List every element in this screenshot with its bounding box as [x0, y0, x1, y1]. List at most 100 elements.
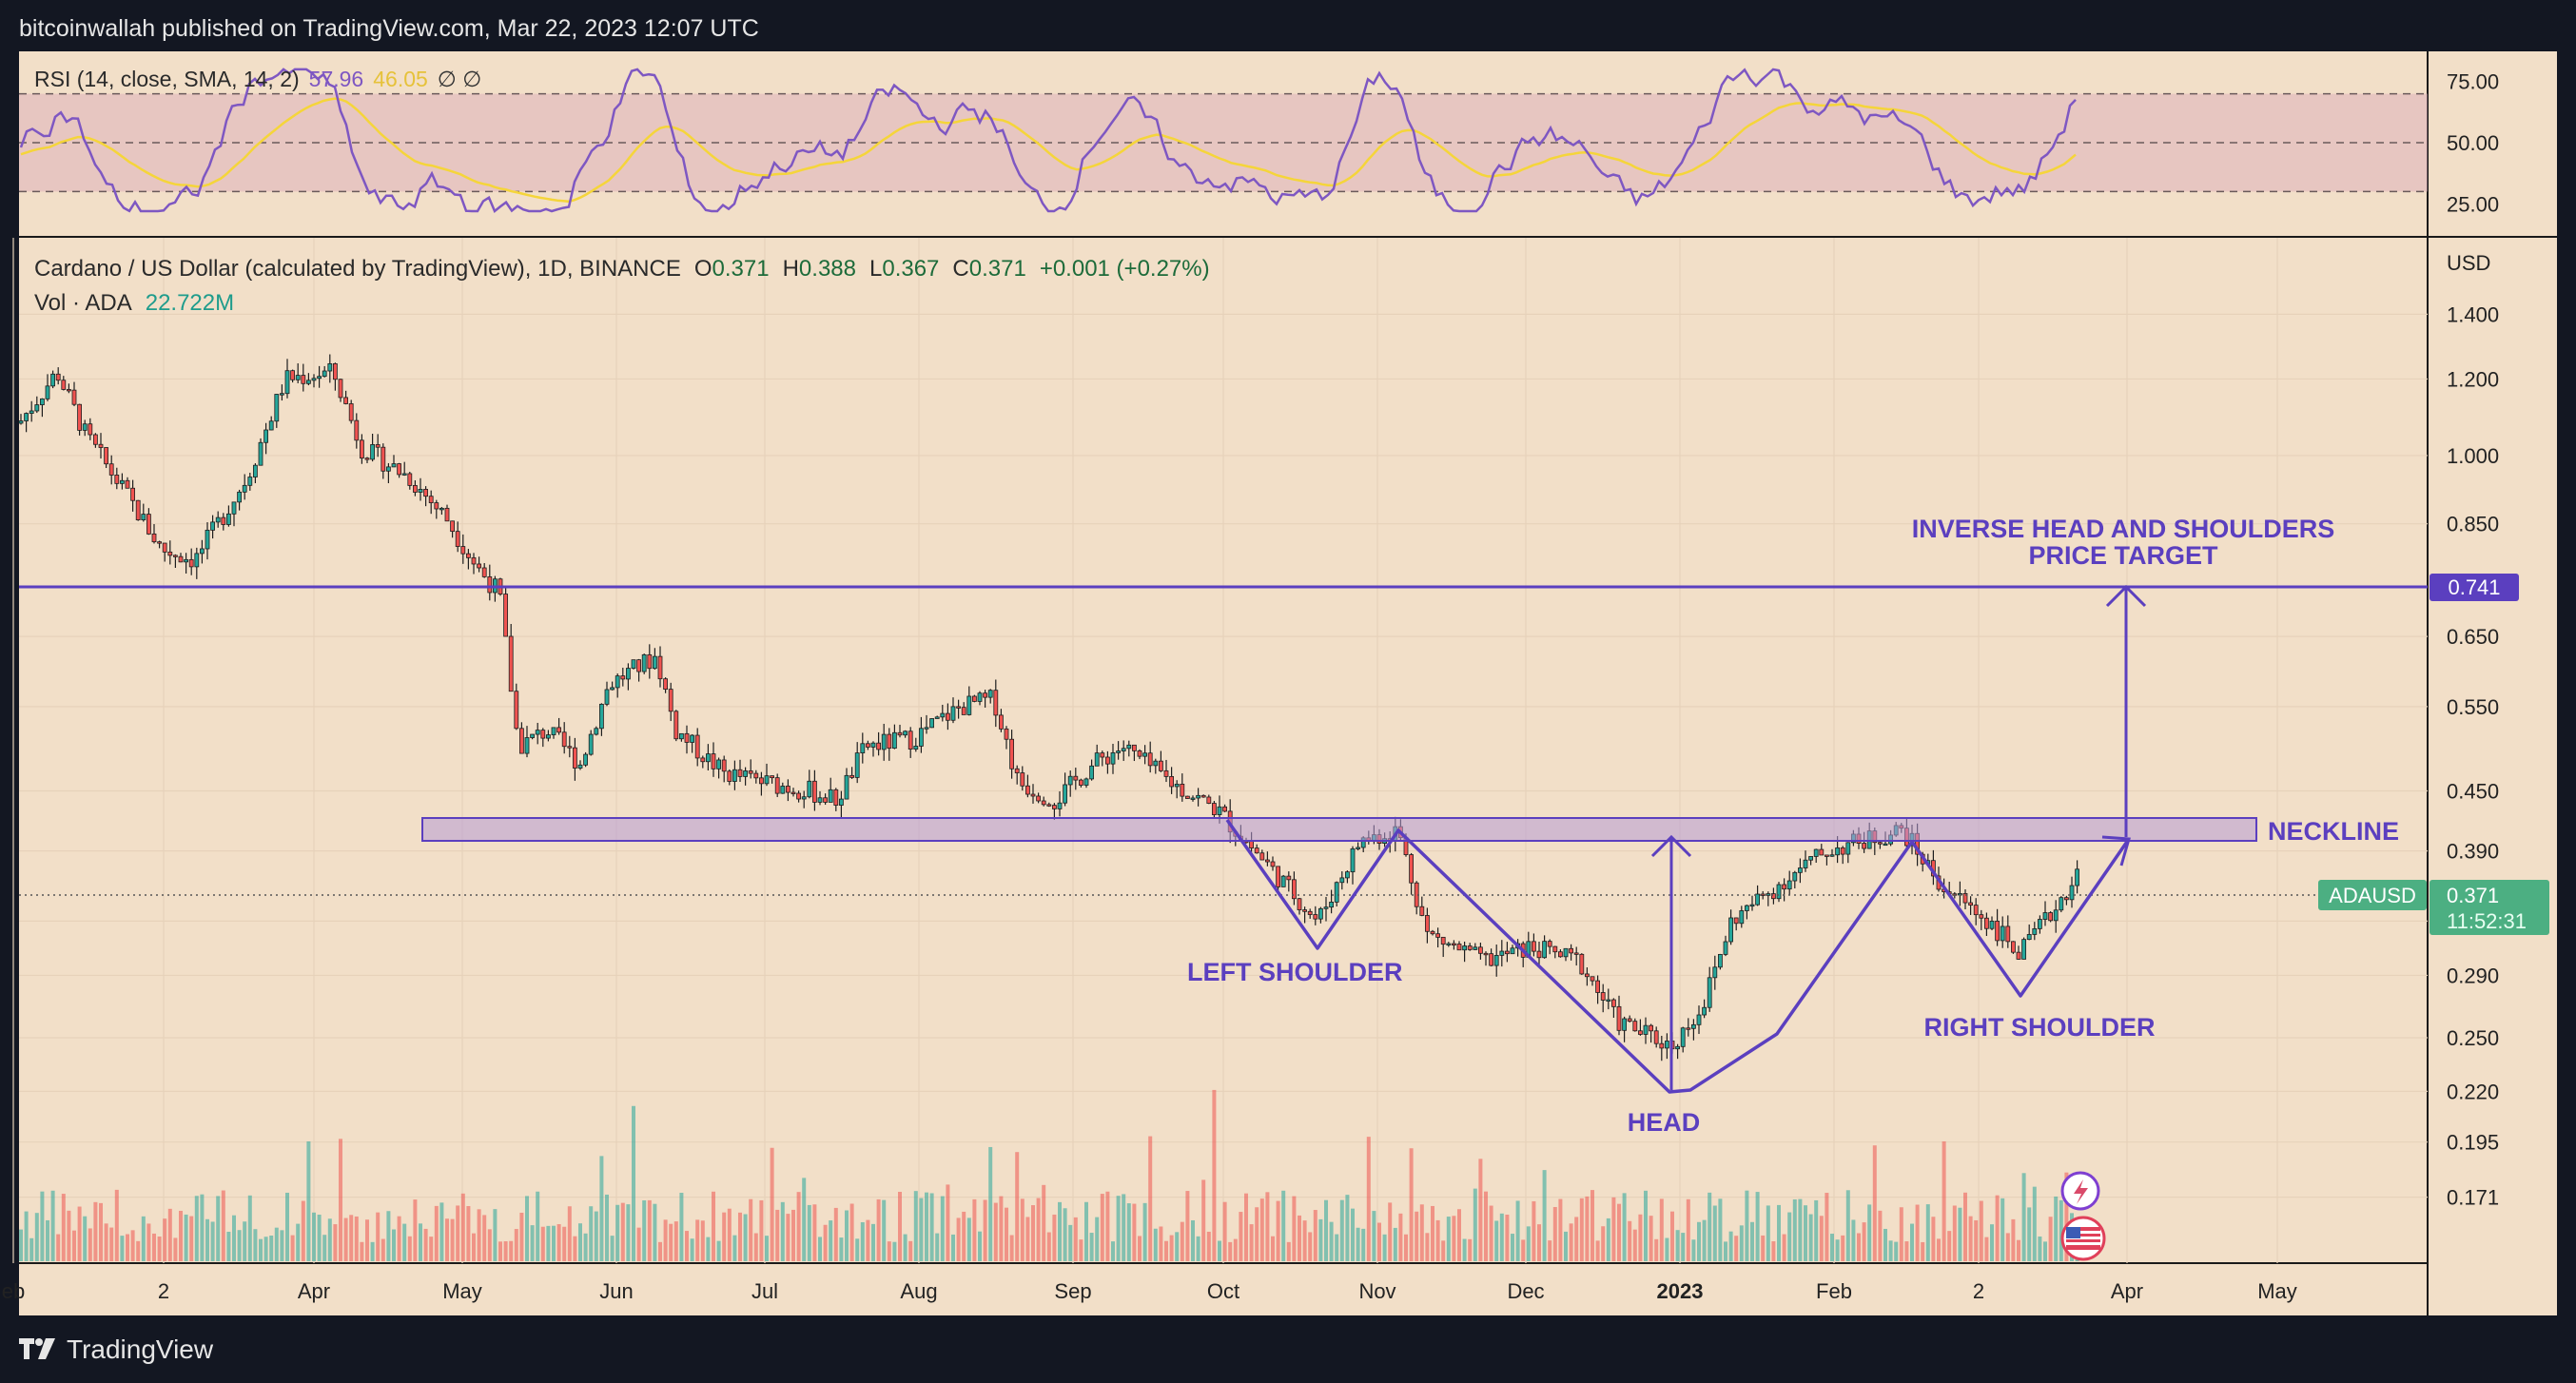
- candle-body[interactable]: [924, 727, 929, 730]
- candle-body[interactable]: [1489, 953, 1493, 966]
- candle-body[interactable]: [653, 655, 657, 670]
- candle-body[interactable]: [817, 797, 823, 803]
- candle-body[interactable]: [1845, 842, 1851, 855]
- candle-body[interactable]: [1329, 901, 1334, 908]
- candle-body[interactable]: [460, 546, 466, 555]
- candle-body[interactable]: [780, 786, 786, 794]
- candle-body[interactable]: [508, 635, 514, 692]
- candle-body[interactable]: [1862, 843, 1866, 849]
- candle-body[interactable]: [1585, 973, 1590, 978]
- candle-body[interactable]: [1968, 902, 1974, 906]
- candle-body[interactable]: [1180, 783, 1185, 797]
- candle-body[interactable]: [753, 772, 759, 779]
- candle-body[interactable]: [913, 746, 919, 750]
- candle-body[interactable]: [1547, 941, 1552, 947]
- candle-body[interactable]: [327, 362, 333, 372]
- candle-body[interactable]: [1739, 910, 1745, 925]
- candle-body[interactable]: [141, 514, 146, 520]
- candle-body[interactable]: [561, 731, 567, 748]
- candle-body[interactable]: [1499, 950, 1505, 956]
- candle-body[interactable]: [530, 733, 535, 738]
- candle-body[interactable]: [1505, 950, 1510, 955]
- candle-body[interactable]: [876, 742, 881, 750]
- candle-body[interactable]: [268, 420, 274, 431]
- candle-body[interactable]: [1638, 1030, 1643, 1035]
- candle-body[interactable]: [162, 542, 167, 553]
- candle-body[interactable]: [157, 541, 163, 544]
- candle-body[interactable]: [1536, 950, 1542, 959]
- candle-body[interactable]: [1569, 947, 1573, 954]
- candle-body[interactable]: [903, 730, 907, 736]
- candle-body[interactable]: [1659, 1042, 1665, 1049]
- candle-body[interactable]: [796, 792, 801, 800]
- candle-body[interactable]: [481, 567, 487, 577]
- candle-body[interactable]: [1573, 952, 1579, 955]
- candle-body[interactable]: [1542, 941, 1547, 959]
- candle-body[interactable]: [919, 728, 924, 747]
- candle-body[interactable]: [1222, 806, 1227, 812]
- candle-body[interactable]: [812, 780, 817, 803]
- candle-body[interactable]: [375, 444, 381, 448]
- candle-body[interactable]: [1696, 1014, 1702, 1025]
- candle-body[interactable]: [887, 733, 892, 749]
- candle-body[interactable]: [359, 439, 364, 459]
- candle-body[interactable]: [178, 555, 184, 563]
- candle-body[interactable]: [860, 743, 866, 754]
- candle-body[interactable]: [1446, 943, 1452, 945]
- candle-body[interactable]: [284, 370, 290, 395]
- candle-body[interactable]: [1835, 847, 1840, 856]
- candle-body[interactable]: [61, 380, 67, 390]
- candle-body[interactable]: [1452, 943, 1456, 945]
- candle-body[interactable]: [1137, 750, 1142, 757]
- candle-body[interactable]: [934, 716, 940, 719]
- candle-body[interactable]: [1036, 795, 1041, 802]
- candle-body[interactable]: [237, 491, 243, 503]
- candle-body[interactable]: [1280, 875, 1286, 887]
- candle-body[interactable]: [295, 375, 301, 380]
- candle-body[interactable]: [279, 393, 284, 396]
- candle-body[interactable]: [966, 695, 972, 715]
- candle-body[interactable]: [774, 777, 780, 794]
- candle-body[interactable]: [519, 728, 524, 754]
- candle-body[interactable]: [583, 753, 588, 766]
- candle-body[interactable]: [1142, 752, 1147, 757]
- candle-body[interactable]: [1563, 947, 1569, 958]
- candle-body[interactable]: [434, 502, 439, 510]
- candle-body[interactable]: [503, 594, 508, 637]
- candle-body[interactable]: [1020, 772, 1025, 787]
- candle-body[interactable]: [1435, 933, 1440, 938]
- candle-body[interactable]: [1829, 854, 1835, 857]
- candle-body[interactable]: [956, 706, 961, 709]
- candle-body[interactable]: [34, 404, 40, 412]
- candle-body[interactable]: [215, 516, 221, 523]
- candle-body[interactable]: [737, 769, 743, 777]
- candle-body[interactable]: [1792, 871, 1798, 882]
- candle-body[interactable]: [487, 576, 493, 594]
- candle-body[interactable]: [1079, 779, 1083, 786]
- candle-body[interactable]: [242, 484, 247, 493]
- candle-body[interactable]: [1707, 977, 1712, 1008]
- candle-body[interactable]: [194, 553, 200, 568]
- candle-body[interactable]: [1745, 905, 1749, 911]
- price-axis[interactable]: 1.400 1.200 1.000 0.850 0.650 0.550 0.450 0.390…: [2447, 302, 2499, 1209]
- candle-body[interactable]: [1339, 877, 1345, 884]
- candle-body[interactable]: [641, 653, 647, 672]
- candle-body[interactable]: [1483, 952, 1489, 956]
- candle-body[interactable]: [1206, 796, 1212, 804]
- candle-body[interactable]: [338, 379, 343, 399]
- candle-body[interactable]: [1467, 945, 1473, 950]
- candle-body[interactable]: [892, 731, 897, 749]
- candle-body[interactable]: [1409, 854, 1414, 884]
- candle-body[interactable]: [1473, 946, 1478, 950]
- us-flag-icon[interactable]: [2060, 1216, 2106, 1261]
- candle-body[interactable]: [71, 389, 77, 405]
- candle-body[interactable]: [418, 489, 423, 493]
- candle-body[interactable]: [1009, 738, 1014, 769]
- candle-body[interactable]: [381, 446, 386, 472]
- candle-body[interactable]: [1063, 784, 1067, 804]
- candle-body[interactable]: [55, 373, 61, 381]
- candle-body[interactable]: [151, 533, 157, 543]
- candle-body[interactable]: [573, 747, 577, 769]
- candle-body[interactable]: [870, 742, 876, 748]
- candle-body[interactable]: [444, 507, 450, 522]
